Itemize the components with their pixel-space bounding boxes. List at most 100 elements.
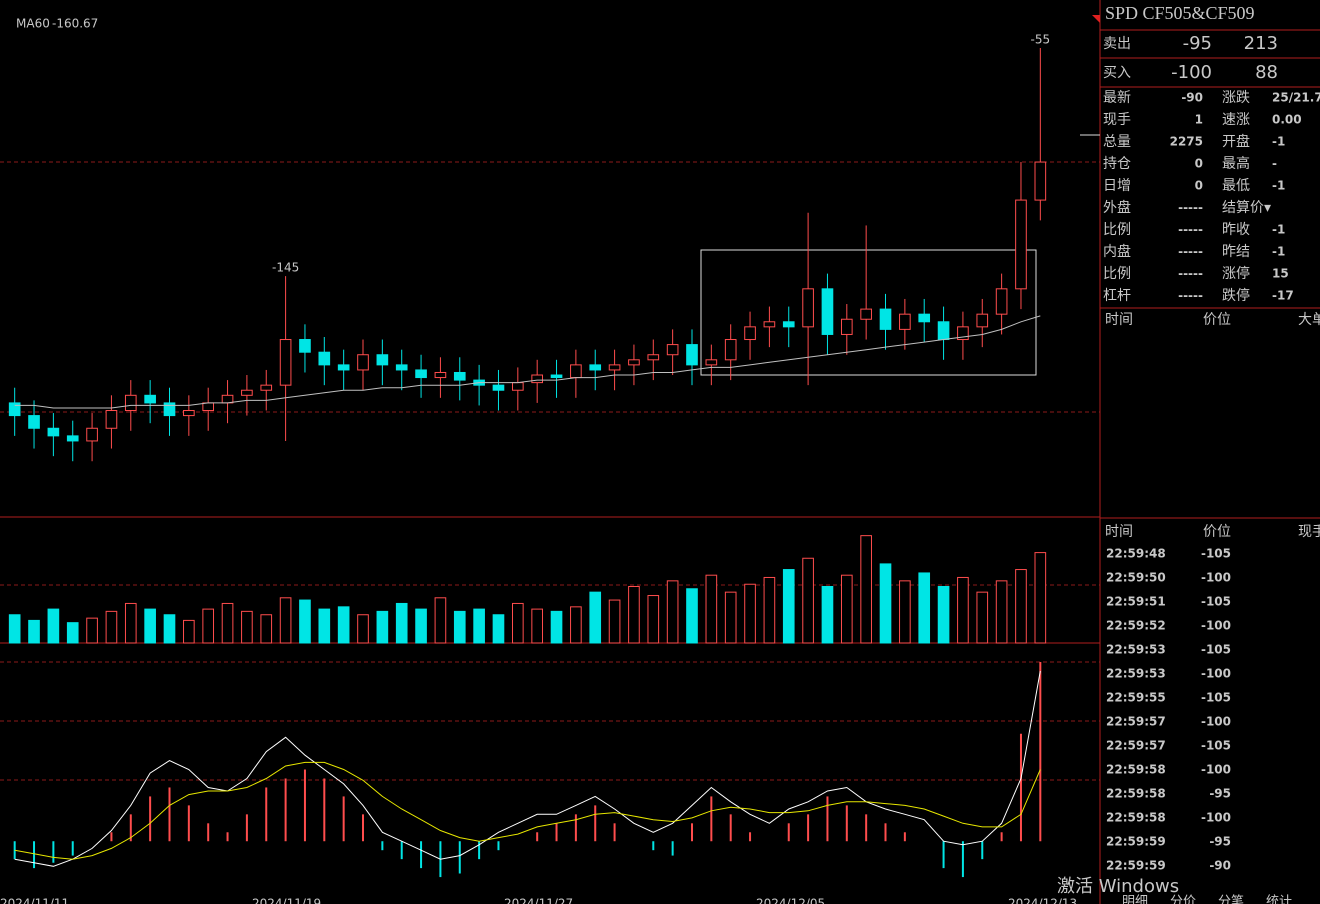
quote-label: 内盘 [1103, 243, 1131, 260]
volume-bar [66, 622, 79, 644]
quote-label: 昨收 [1222, 222, 1250, 238]
tick-price: -105 [1201, 547, 1231, 561]
volume-bar [415, 608, 427, 644]
candle-body [28, 415, 40, 429]
volume-bar [28, 619, 40, 644]
quote-label: 速涨 [1222, 112, 1250, 128]
volume-bar [608, 599, 621, 644]
quote-value: 0.00 [1272, 113, 1302, 127]
candle-body [376, 354, 389, 366]
volume-bar [163, 614, 176, 644]
quote-value: ----- [1178, 267, 1203, 281]
quote-value: 0 [1195, 157, 1203, 171]
volume-bar [686, 588, 698, 644]
candle-body [744, 326, 756, 341]
tick-price: -105 [1201, 739, 1231, 753]
candle-body [918, 313, 931, 323]
volume-bar [840, 574, 853, 644]
candle-body [221, 394, 234, 404]
volume-bar [628, 586, 640, 644]
candle-body [705, 359, 718, 366]
volume-bar [995, 580, 1008, 644]
candle-body [628, 359, 640, 366]
dea-line [14, 761, 1041, 860]
candle-body [47, 427, 60, 437]
ma-line [14, 315, 1041, 409]
volume-bar [47, 608, 60, 644]
candle-body [260, 384, 273, 391]
candle-body [531, 374, 543, 384]
book-qty: 213 [1244, 33, 1278, 54]
candle-body [357, 354, 369, 371]
candle-body [453, 371, 466, 381]
tick-time: 22:59:53 [1106, 643, 1166, 657]
table-header: 大单 [1298, 312, 1320, 328]
candle-body [821, 288, 834, 335]
candle-body [724, 339, 737, 361]
dif-line [14, 670, 1041, 867]
quote-value: - [1272, 157, 1277, 171]
volume-bar [802, 557, 814, 644]
candle-body [589, 364, 602, 371]
volume-bar [782, 569, 795, 644]
volume-bar [221, 602, 234, 644]
quote-value: 2275 [1170, 135, 1203, 149]
quote-value: -17 [1272, 289, 1294, 303]
candle-body [1015, 199, 1027, 290]
volume-bar [8, 614, 21, 644]
tick-price: -105 [1201, 643, 1231, 657]
volume-bar [105, 610, 118, 644]
volume-bar [666, 580, 679, 644]
volume-bar [357, 614, 369, 644]
tab[interactable]: 明细 [1122, 895, 1148, 904]
candle-body [550, 374, 563, 379]
quote-label: 跌停 [1222, 287, 1250, 304]
tick-time: 22:59:57 [1106, 715, 1166, 729]
quote-value: -1 [1272, 179, 1285, 193]
quote-value: ----- [1178, 201, 1203, 215]
volume-bar [1034, 552, 1047, 644]
quote-value: -1 [1272, 245, 1285, 259]
candle-body [647, 354, 660, 361]
volume-bar [589, 591, 602, 644]
quote-value: 15 [1272, 267, 1289, 281]
tab[interactable]: 分笔 [1218, 894, 1244, 904]
candle-body [395, 364, 408, 371]
quote-label: 昨结 [1222, 244, 1250, 260]
volume-bar [453, 610, 466, 644]
quote-label: 结算价▾ [1222, 200, 1271, 216]
volume-bar [144, 608, 156, 644]
candle-body [608, 364, 621, 371]
x-tick-label: 2024/11/27 [504, 897, 573, 904]
volume-bar [299, 599, 311, 644]
tab[interactable]: 分价 [1170, 895, 1196, 904]
quote-label: 比例 [1103, 266, 1131, 282]
volume-bar [570, 606, 582, 644]
tick-price: -90 [1209, 859, 1231, 873]
tick-time: 22:59:59 [1106, 835, 1166, 849]
volume-bar [260, 614, 273, 644]
quote-label: 持仓 [1103, 156, 1131, 172]
tick-price: -100 [1201, 715, 1231, 729]
volume-bar [899, 580, 911, 644]
quote-label: 涨跌 [1222, 90, 1250, 106]
volume-bar [821, 586, 834, 644]
volume-bar [376, 610, 389, 644]
quote-value: -1 [1272, 223, 1285, 237]
candle-body [492, 384, 505, 391]
quote-label: 最低 [1222, 178, 1250, 194]
candle-body [202, 402, 215, 412]
tick-price: -95 [1209, 787, 1231, 801]
price-annotation: -145 [272, 261, 299, 275]
table-header: 时间 [1105, 524, 1133, 540]
volume-bar [937, 586, 950, 644]
candle-body [782, 321, 795, 328]
tab[interactable]: 统计 [1266, 895, 1292, 904]
instrument-title: SPD CF505&CF509 [1105, 3, 1255, 23]
quote-value: ----- [1178, 289, 1203, 303]
book-label: 买入 [1103, 65, 1131, 81]
ma-value: -160.67 [52, 17, 98, 31]
x-tick-label: 2024/12/13 [1008, 897, 1077, 904]
candle-body [840, 318, 853, 335]
